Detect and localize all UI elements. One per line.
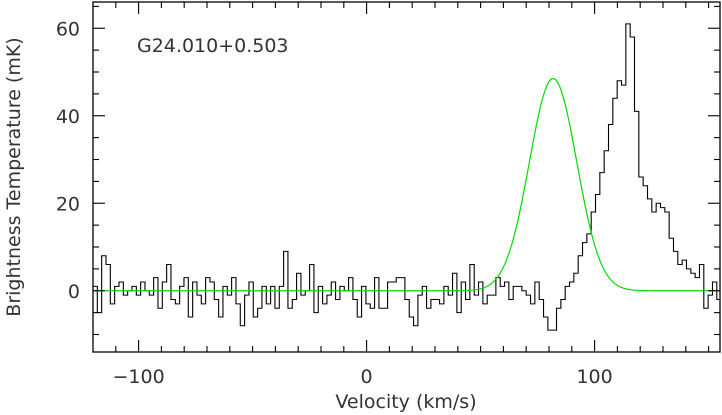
y-tick-label: 0	[68, 281, 80, 303]
plot-frame	[92, 1, 721, 353]
y-axis-label: Brightness Temperature (mK)	[3, 37, 25, 316]
axis-ticks	[93, 2, 720, 352]
gaussian-fit-series	[93, 77, 720, 292]
y-tick-label: 60	[56, 18, 80, 40]
y-tick-label: 40	[56, 106, 80, 128]
x-tick-label: −100	[113, 366, 165, 388]
source-name-annotation: G24.010+0.503	[137, 35, 289, 57]
x-tick-label: 100	[576, 366, 612, 388]
x-tick-label: 0	[361, 366, 373, 388]
axis-tick-labels: −100 0 100 0 20 40 60	[56, 18, 613, 388]
spectrum-histogram-series	[93, 23, 720, 331]
x-axis-label: Velocity (km/s)	[335, 391, 476, 413]
y-tick-label: 20	[56, 193, 80, 215]
